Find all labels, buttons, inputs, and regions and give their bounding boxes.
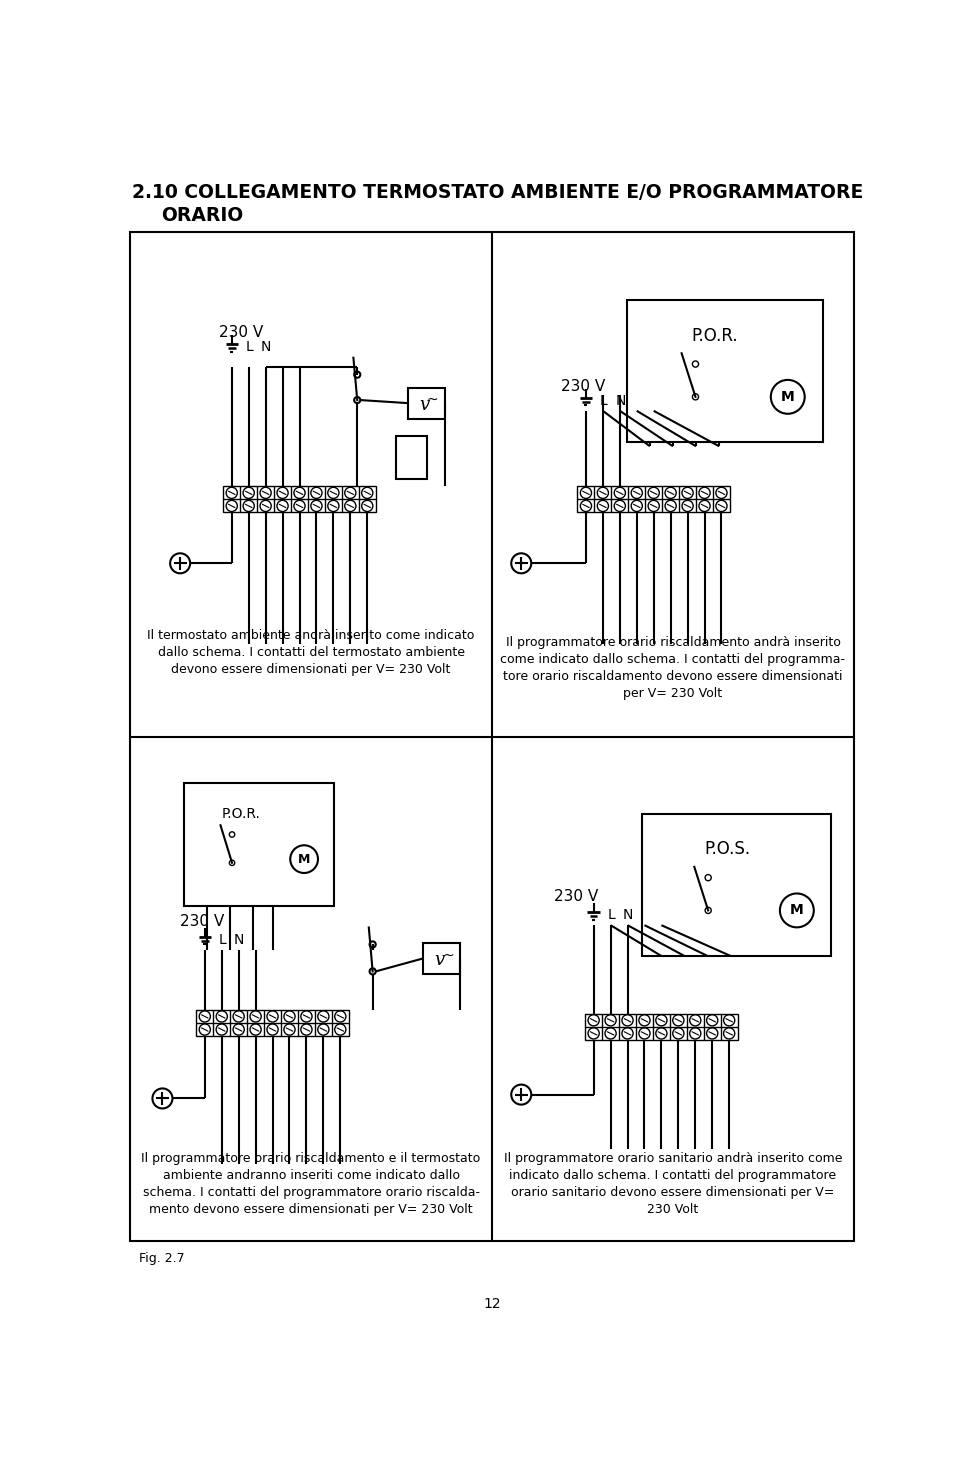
Bar bbox=[196, 1010, 348, 1036]
Text: L: L bbox=[600, 393, 608, 408]
Bar bbox=[586, 1013, 737, 1040]
Text: Il termostato ambiente andrà inserito come indicato
dallo schema. I contatti del: Il termostato ambiente andrà inserito co… bbox=[148, 629, 475, 676]
Bar bbox=[396, 436, 426, 479]
Text: ~: ~ bbox=[427, 393, 439, 407]
Text: Il programmatore orario sanitario andrà inserito come
indicato dallo schema. I c: Il programmatore orario sanitario andrà … bbox=[504, 1152, 842, 1217]
Text: ORARIO: ORARIO bbox=[161, 206, 243, 225]
Text: Fig. 2.7: Fig. 2.7 bbox=[139, 1252, 185, 1265]
Bar bbox=[627, 300, 823, 442]
Text: P.O.R.: P.O.R. bbox=[692, 327, 738, 345]
Bar bbox=[131, 233, 853, 1240]
Text: M: M bbox=[790, 903, 804, 918]
Bar bbox=[578, 486, 730, 513]
Bar bbox=[184, 782, 334, 906]
Text: Il programmatore orario riscaldamento andrà inserito
come indicato dallo schema.: Il programmatore orario riscaldamento an… bbox=[500, 636, 846, 701]
Text: Il programmatore orario riscaldamento e il termostato
ambiente andranno inseriti: Il programmatore orario riscaldamento e … bbox=[141, 1152, 481, 1217]
Text: L: L bbox=[608, 909, 615, 922]
Text: 230 V: 230 V bbox=[219, 326, 263, 340]
Text: N: N bbox=[234, 932, 245, 947]
Text: N: N bbox=[623, 909, 634, 922]
Bar bbox=[423, 943, 461, 974]
Text: M: M bbox=[780, 390, 795, 404]
Bar bbox=[408, 387, 445, 418]
Text: P.O.S.: P.O.S. bbox=[704, 840, 750, 859]
Text: v: v bbox=[435, 952, 444, 969]
Text: N: N bbox=[261, 340, 272, 354]
Text: N: N bbox=[615, 393, 626, 408]
Text: L: L bbox=[219, 932, 227, 947]
Text: 230 V: 230 V bbox=[554, 890, 598, 904]
Bar bbox=[224, 486, 375, 513]
Text: v: v bbox=[420, 396, 429, 414]
Text: M: M bbox=[298, 853, 310, 866]
Text: ~: ~ bbox=[443, 949, 454, 962]
Text: P.O.R.: P.O.R. bbox=[222, 807, 260, 820]
Text: 12: 12 bbox=[483, 1298, 501, 1311]
Text: 230 V: 230 V bbox=[180, 915, 225, 929]
Text: 2.10 COLLEGAMENTO TERMOSTATO AMBIENTE E/O PROGRAMMATORE: 2.10 COLLEGAMENTO TERMOSTATO AMBIENTE E/… bbox=[132, 183, 863, 202]
Text: 230 V: 230 V bbox=[562, 379, 606, 393]
Bar bbox=[642, 813, 830, 956]
Text: L: L bbox=[246, 340, 253, 354]
